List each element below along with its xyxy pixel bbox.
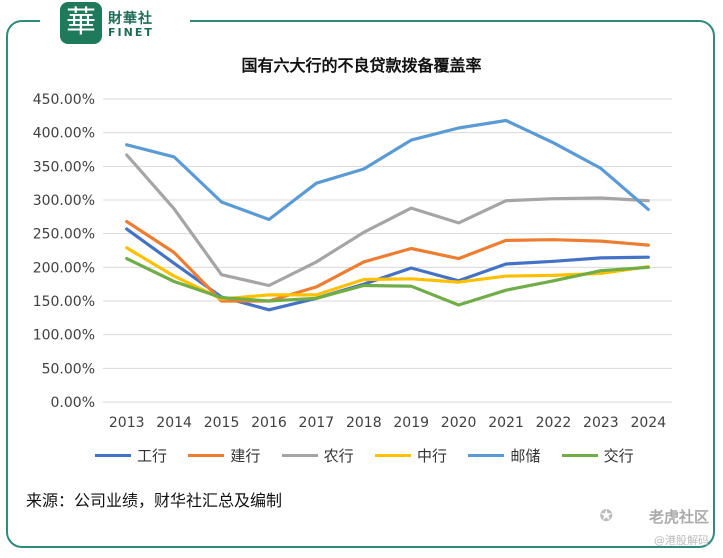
- x-tick-label: 2013: [109, 415, 145, 431]
- legend-label: 工行: [137, 446, 168, 465]
- x-tick-label: 2017: [299, 415, 335, 431]
- series-line: [125, 219, 650, 303]
- legend-swatch: [95, 453, 131, 457]
- logo-name-en: FINET: [108, 26, 154, 39]
- x-tick-label: 2019: [393, 415, 429, 431]
- x-tick-label: 2016: [251, 415, 287, 431]
- legend-item: 工行: [95, 444, 167, 466]
- y-tick-label: 450.00%: [33, 92, 95, 108]
- chart-legend: 工行 建行 农行 中行 邮储 交行: [95, 444, 655, 466]
- finet-badge-icon: 華: [60, 2, 102, 44]
- y-tick-label: 400.00%: [33, 126, 95, 142]
- legend-label: 邮储: [510, 446, 541, 465]
- y-tick-label: 150.00%: [33, 294, 95, 310]
- x-tick-label: 2024: [630, 415, 666, 431]
- series-line: [125, 153, 650, 288]
- series-line: [125, 257, 650, 307]
- series-line: [125, 118, 650, 222]
- y-tick-label: 200.00%: [33, 260, 95, 276]
- legend-swatch: [375, 453, 411, 457]
- x-tick-label: 2018: [346, 415, 382, 431]
- corner-watermark-name: 老虎社区: [648, 508, 709, 526]
- legend-item: 建行: [188, 444, 260, 466]
- x-tick-label: 2020: [441, 415, 477, 431]
- y-tick-label: 300.00%: [33, 193, 95, 209]
- x-tick-label: 2021: [488, 415, 524, 431]
- legend-item: 农行: [281, 444, 354, 466]
- legend-swatch: [188, 453, 225, 457]
- x-tick-label: 2022: [536, 415, 572, 431]
- legend-swatch: [468, 453, 505, 457]
- x-tick-label: 2023: [583, 415, 619, 431]
- legend-item: 交行: [561, 444, 634, 466]
- y-tick-label: 100.00%: [33, 328, 95, 344]
- y-tick-label: 350.00%: [33, 159, 95, 175]
- y-tick-label: 0.00%: [51, 395, 95, 411]
- legend-item: 邮储: [468, 444, 540, 466]
- y-tick-label: 50.00%: [42, 361, 95, 377]
- source-note: 来源：公司业绩，财华社汇总及编制: [26, 491, 283, 510]
- x-tick-label: 2015: [204, 415, 240, 431]
- legend-label: 中行: [417, 446, 448, 465]
- legend-label: 交行: [603, 446, 634, 465]
- legend-label: 建行: [230, 446, 261, 465]
- tiger-logo-icon: ✪: [599, 506, 613, 525]
- legend-item: 中行: [375, 444, 447, 466]
- legend-swatch: [281, 453, 318, 457]
- x-tick-label: 2014: [156, 415, 192, 431]
- legend-swatch: [561, 453, 598, 457]
- legend-label: 农行: [323, 446, 354, 465]
- y-tick-label: 250.00%: [33, 227, 95, 243]
- logo-name-cn: 財華社: [108, 11, 153, 27]
- corner-watermark-handle: @港股解码: [654, 534, 709, 547]
- finet-logo: 華 財華社 FINET: [40, 0, 190, 48]
- chart-title: 国有六大行的不良贷款拨备覆盖率: [241, 56, 482, 75]
